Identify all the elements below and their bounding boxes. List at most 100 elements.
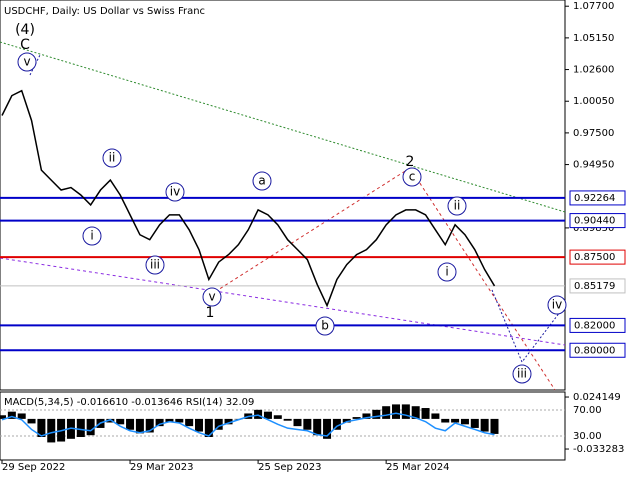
wave-circle [17,52,37,72]
macd-bar [263,411,272,419]
y-tick-label: 1.07700 [573,1,614,12]
level-label: 0.82000 [574,320,615,331]
wave-label: v [208,290,215,304]
macd-bar [283,418,292,421]
rsi-line [1,412,495,437]
wave-label: 1 [206,305,215,321]
macd-bar [441,418,450,423]
level-label-box [569,317,626,333]
wave-label: (4) [15,22,35,38]
macd-bar [47,418,56,443]
macd-bar [7,411,16,419]
wave-label: 2 [406,154,415,170]
wave-circle [547,295,567,315]
macd-bar [145,418,154,433]
indicator-title: MACD(5,34,5) -0.016610 -0.013646 RSI(14)… [4,397,254,408]
macd-bar [332,418,341,430]
macd-bar [342,418,351,423]
wave-circle [252,171,272,191]
macd-bar [313,418,322,436]
wave-circle [82,226,102,246]
y2-tick-label: 70.00 [573,405,602,416]
main-pane [0,0,566,391]
y-tick-label: 1.00050 [573,96,614,107]
macd-bar [195,418,203,432]
wave-label: iii [150,258,160,272]
macd-bar [470,418,479,428]
macd-bar [352,417,361,419]
level-label-box [569,342,626,358]
macd-bar [0,415,6,419]
macd-bar [214,418,223,430]
macd-bar [165,418,174,423]
macd-bar [460,418,469,425]
wave-circle [402,167,422,187]
macd-bar [382,406,391,419]
trendline [0,257,566,346]
wave-circle [165,182,185,202]
macd-bar [17,413,26,419]
wave-circle [315,316,335,336]
level-label: 0.87500 [574,252,615,263]
macd-bar [372,409,381,419]
y-tick-label: 1.05150 [573,33,614,44]
y-tick-label: 1.02600 [573,65,614,76]
macd-bar [293,418,302,427]
wave-circle [437,262,457,282]
macd-bar [106,418,115,423]
chart-title: USDCHF, Daily: US Dollar vs Swiss Franc [4,6,205,17]
macd-bar [27,418,36,424]
wave-label: ii [109,151,116,165]
y-tick-label: 0.94950 [573,160,614,171]
macd-bar [273,415,282,419]
y2-tick-label: 30.00 [573,431,602,442]
wave-label: iii [517,367,527,381]
macd-bar [224,418,233,425]
macd-bar [392,404,400,419]
macd-bar [135,418,144,434]
macd-bar [254,409,263,419]
macd-bar [303,418,312,430]
macd-bar [175,418,184,423]
macd-bar [155,418,164,427]
wave-label: v [23,55,30,69]
macd-bar [76,418,85,438]
macd-bar [37,418,46,438]
y-tick-label: 0.97500 [573,128,614,139]
level-label-box [569,213,626,229]
x-tick-label: 25 Sep 2023 [258,462,321,473]
wave-label: c [409,170,416,184]
macd-bar [421,408,430,419]
wave-label: iv [552,298,562,312]
macd-bar [126,418,135,430]
macd-bar [86,418,95,436]
macd-bar [323,418,332,439]
macd-bar [480,418,489,432]
level-label-box [569,249,626,265]
wave-label: a [258,174,265,188]
wave-circle [447,196,467,216]
macd-bar [431,413,440,419]
macd-bar [116,418,125,425]
wave-circle [102,148,122,168]
macd-bar [401,404,410,419]
level-label: 0.80000 [574,345,615,356]
level-label-box [569,190,626,206]
level-label: 0.90440 [574,216,615,227]
macd-bar [490,418,499,434]
x-tick-label: 29 Mar 2023 [130,462,193,473]
trendline [409,167,556,391]
level-label: 0.92264 [574,193,615,204]
level-label-box [569,278,626,294]
y-tick-label: -0.033283 [573,444,624,455]
macd-bar [362,413,371,419]
wave-label: b [321,319,329,333]
macd-bar [185,418,194,427]
wave-circle [512,364,532,384]
wave-projection [491,289,561,363]
x-tick-label: 29 Sep 2022 [2,462,65,473]
y-tick-label: 0.89850 [573,223,614,234]
macd-bar [204,418,213,438]
